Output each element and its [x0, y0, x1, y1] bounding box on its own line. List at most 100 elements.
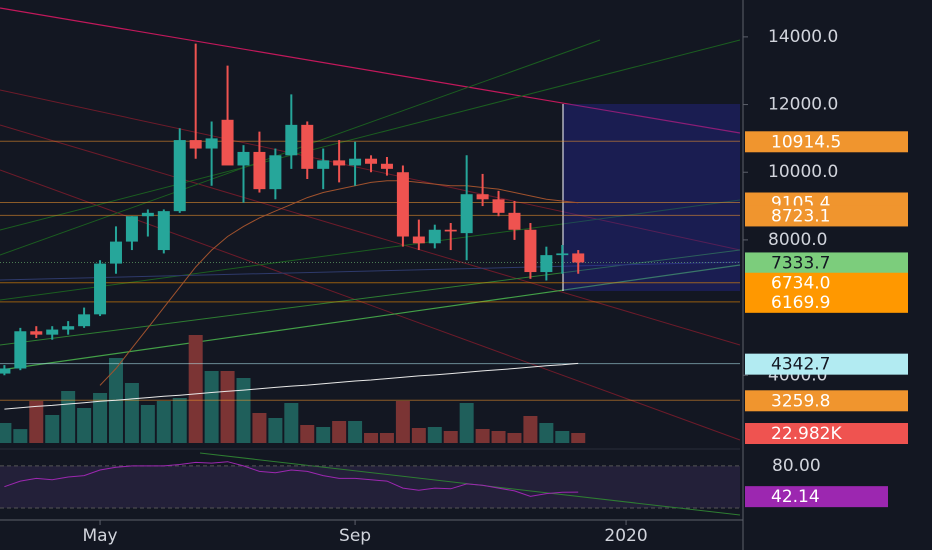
price-tag: 4342.7 [771, 355, 830, 375]
x-tick-label: 2020 [604, 526, 647, 546]
price-tag-box [745, 291, 908, 313]
candle-body [94, 263, 107, 315]
volume-bar [220, 371, 235, 443]
candle-body [365, 158, 378, 164]
volume-bar [93, 393, 108, 443]
volume-bar [284, 403, 299, 443]
volume-bar [491, 431, 506, 443]
volume-bar [252, 413, 267, 443]
volume-bar [332, 421, 347, 443]
trend-line [0, 199, 741, 301]
volume-bar [124, 383, 139, 443]
candle-body [301, 124, 314, 169]
candle-body [141, 212, 154, 217]
candle-body [0, 368, 11, 374]
volume-bar [459, 403, 474, 443]
price-tag: 8723.1 [771, 206, 830, 226]
volume-bar [204, 371, 219, 443]
volume-bar [475, 429, 490, 443]
candle-body [476, 194, 489, 200]
candle-body [428, 229, 441, 244]
volume-bar [539, 423, 554, 443]
candle-body [253, 151, 266, 190]
candle-body [30, 331, 43, 335]
volume-bar [443, 431, 458, 443]
price-tag-box [745, 131, 908, 153]
candle-body [78, 314, 91, 327]
y-tick-label: 14000.0 [768, 27, 838, 47]
volume-bar [236, 378, 251, 443]
volume-bar [77, 408, 92, 443]
y-tick-label: 12000.0 [768, 95, 838, 115]
trend-line [0, 7, 741, 134]
volume-bar [188, 335, 203, 443]
moving-average [99, 180, 579, 386]
price-tag: 3259.8 [771, 391, 830, 411]
candle-body [62, 326, 75, 330]
trend-line [0, 249, 741, 346]
candle-body [157, 211, 170, 251]
price-tag-box [745, 390, 908, 412]
volume-bar [348, 421, 363, 443]
trend-line [0, 261, 741, 281]
price-tag: 10914.5 [771, 132, 841, 152]
candle-body [14, 331, 27, 369]
volume-bar [61, 391, 76, 443]
volume-bar [316, 427, 331, 443]
trend-line [0, 124, 741, 346]
volume-bar [571, 433, 586, 443]
candle-body [444, 229, 457, 232]
x-tick-label: May [82, 526, 117, 546]
candle-body [173, 140, 186, 212]
candle-body [380, 163, 393, 169]
candle-body [269, 155, 282, 190]
trend-line [0, 89, 741, 251]
rsi-panel [0, 452, 740, 520]
y-tick-label: 10000.0 [768, 162, 838, 182]
candle-body [109, 241, 122, 264]
volume-bar [0, 423, 12, 443]
trend-line [0, 39, 741, 231]
volume-bar [300, 425, 315, 443]
volume-bar [45, 415, 60, 443]
price-tag: 7333.7 [771, 253, 830, 273]
candle-body [189, 140, 202, 149]
price-tag-box [745, 353, 908, 375]
candle-body [460, 194, 473, 234]
candle-body [540, 255, 553, 273]
volume-tag-box [745, 423, 908, 445]
rsi-tick-label: 80.00 [772, 456, 821, 476]
projection-box [563, 104, 740, 291]
rsi-tag: 42.14 [771, 487, 820, 507]
rsi-line [4, 461, 579, 497]
price-tag-box [745, 272, 908, 294]
trend-line [0, 39, 601, 256]
candle-body [221, 119, 234, 166]
volume-bar [507, 433, 522, 443]
price-tag: 6734.0 [771, 274, 830, 294]
candle-body [508, 212, 521, 230]
price-tag-box [745, 252, 908, 274]
candle-body [46, 329, 59, 335]
volume-bar [523, 416, 538, 443]
volume-bar [364, 433, 379, 443]
candle-body [125, 216, 138, 242]
candle-body [285, 124, 298, 156]
candle-body [492, 199, 505, 213]
price-tag: 6169.9 [771, 293, 830, 313]
y-tick-label: 8000.0 [768, 230, 827, 250]
volume-bar [172, 398, 187, 443]
volume-bar [427, 427, 442, 443]
candle-body [524, 229, 537, 273]
x-tick-label: Sep [339, 526, 371, 546]
candle-body [349, 158, 362, 166]
candle-body [412, 236, 425, 244]
moving-average [4, 362, 579, 410]
volume-bar [13, 429, 28, 443]
candle-body [333, 160, 346, 166]
candle-body [572, 253, 585, 263]
volume-bar [140, 405, 155, 443]
volume-tag: 22.982K [771, 424, 842, 444]
candle-body [396, 172, 409, 237]
